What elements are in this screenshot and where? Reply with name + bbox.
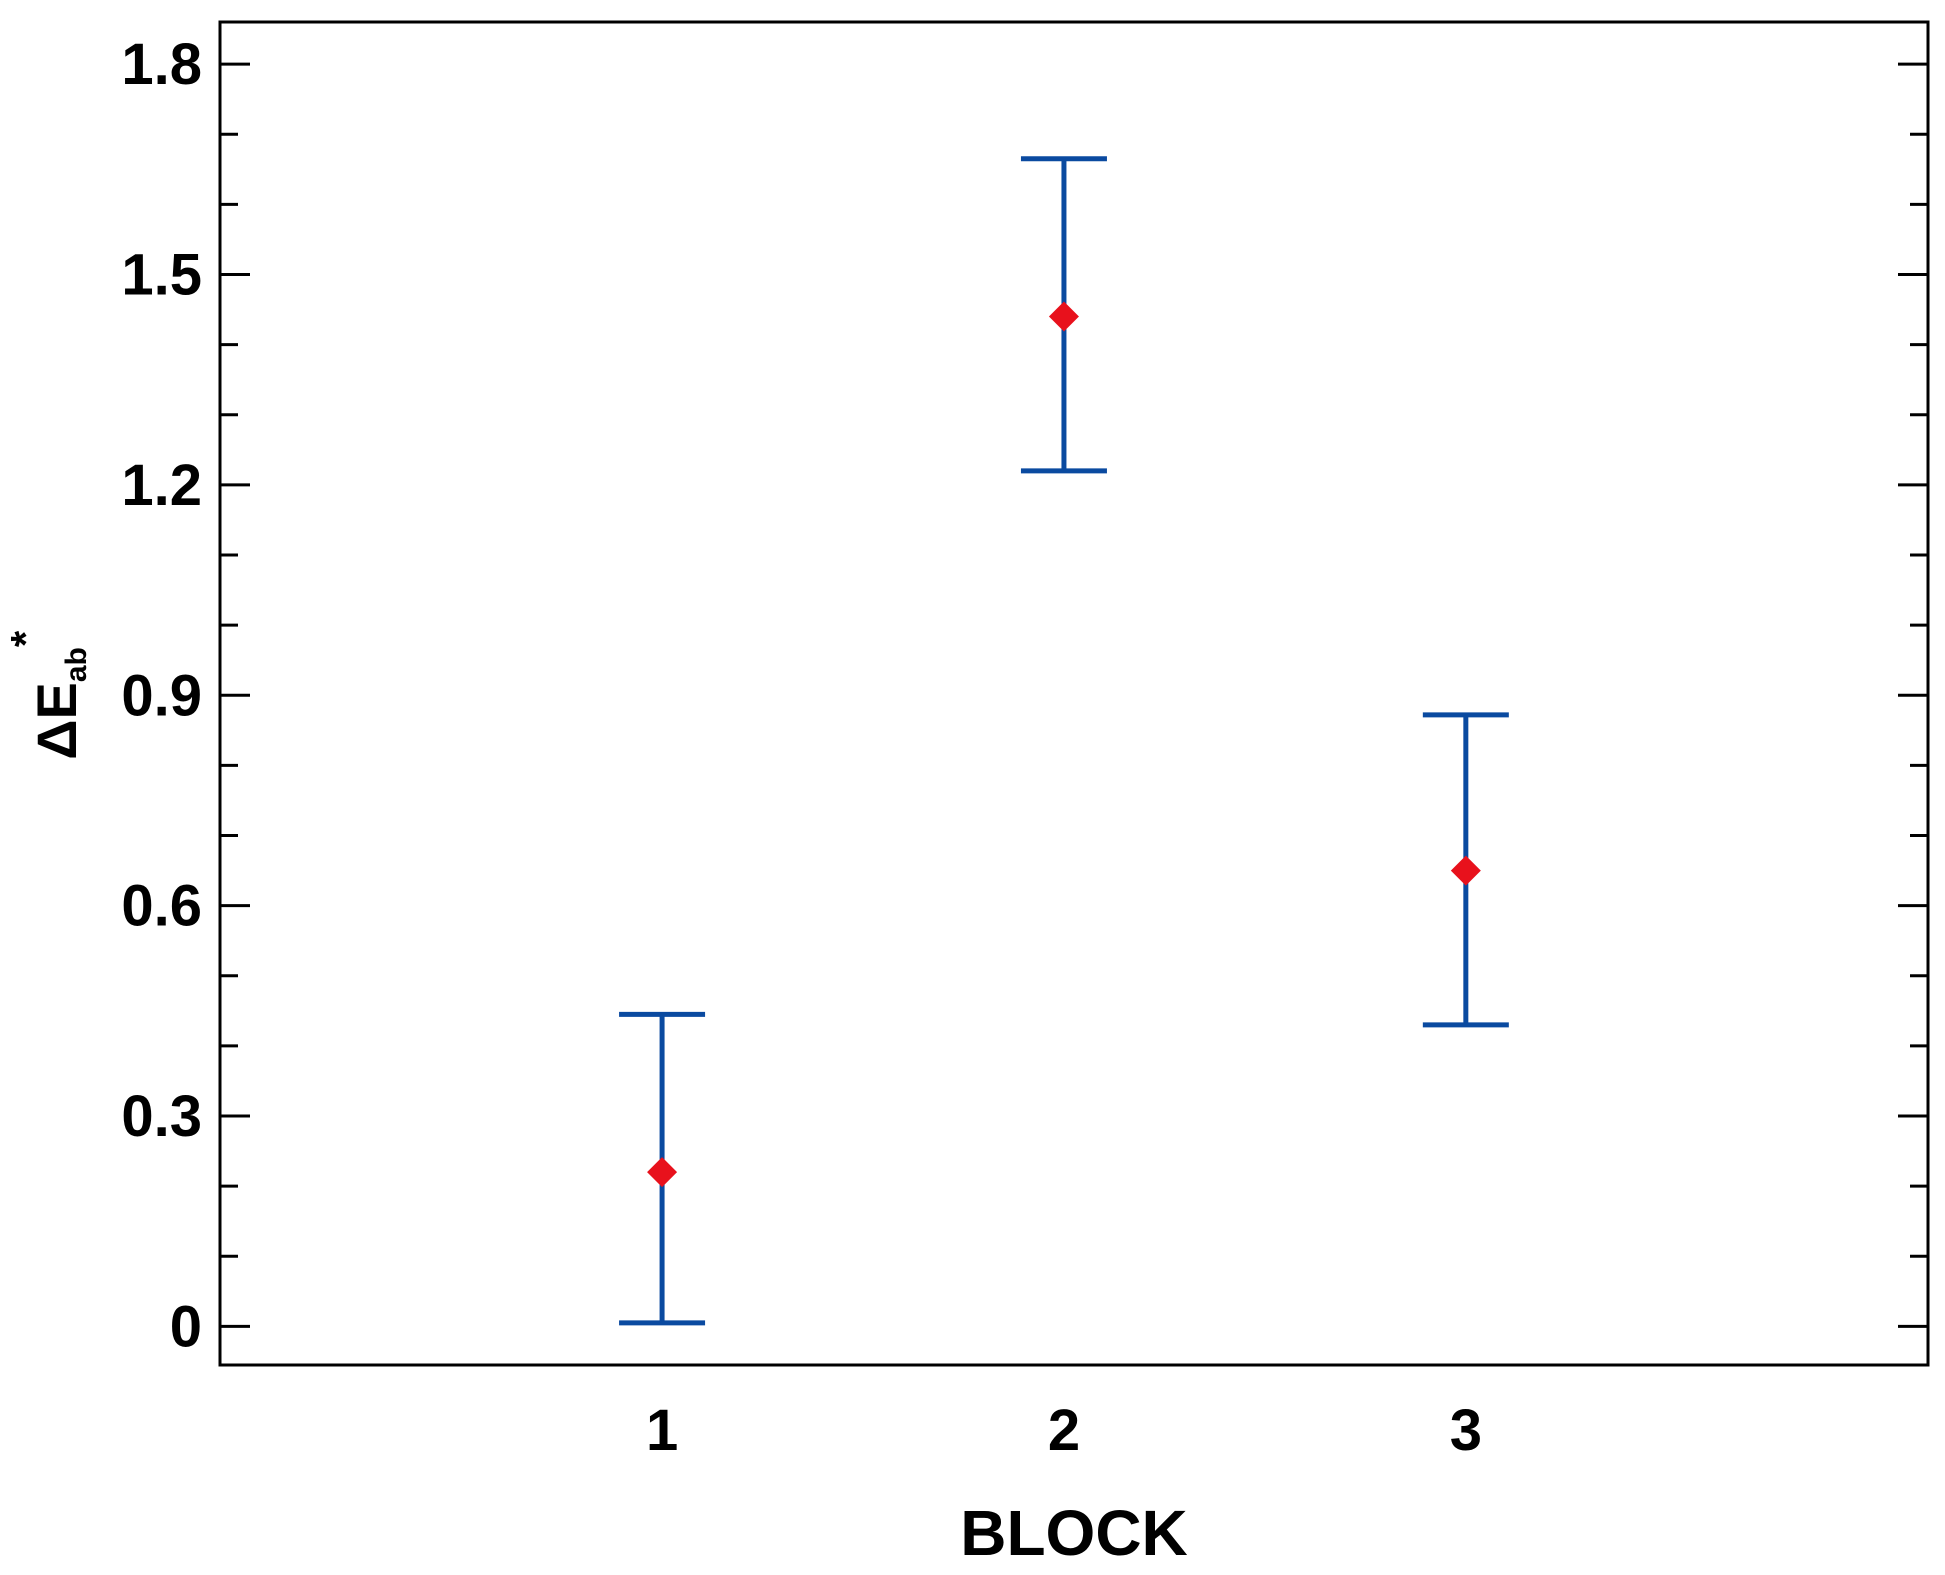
- data-point: [1048, 301, 1079, 332]
- y-tick-label: 1.8: [121, 32, 202, 97]
- y-axis-title: ΔEab *: [2, 630, 93, 760]
- y-tick-label: 0.9: [121, 663, 202, 728]
- y-axis-title-subscript: ab: [60, 647, 93, 682]
- y-tick-label: 1.2: [121, 453, 202, 518]
- x-tick-label: 1: [646, 1398, 678, 1463]
- y-tick-label: 0: [170, 1294, 202, 1359]
- y-tick-label: 0.3: [121, 1084, 202, 1149]
- data-point: [647, 1157, 678, 1188]
- y-axis-title-main: ΔE: [25, 682, 88, 760]
- data-marks: [619, 156, 1509, 1326]
- y-tick-label: 1.5: [121, 242, 202, 307]
- y-axis-title-superscript: *: [2, 630, 49, 647]
- y-tick-label: 0.6: [121, 874, 202, 939]
- plot-area: [218, 20, 1930, 1367]
- x-tick-label: 2: [1048, 1398, 1080, 1463]
- data-point: [1450, 855, 1481, 886]
- x-tick-label: 3: [1450, 1398, 1482, 1463]
- x-axis-title: BLOCK: [960, 1497, 1188, 1569]
- x-axis: 1 2 3: [646, 1398, 1482, 1463]
- plot-border: [218, 20, 1930, 1367]
- y-axis: 0 0.3 0.6 0.9 1.2 1.5 1.8: [121, 32, 1928, 1359]
